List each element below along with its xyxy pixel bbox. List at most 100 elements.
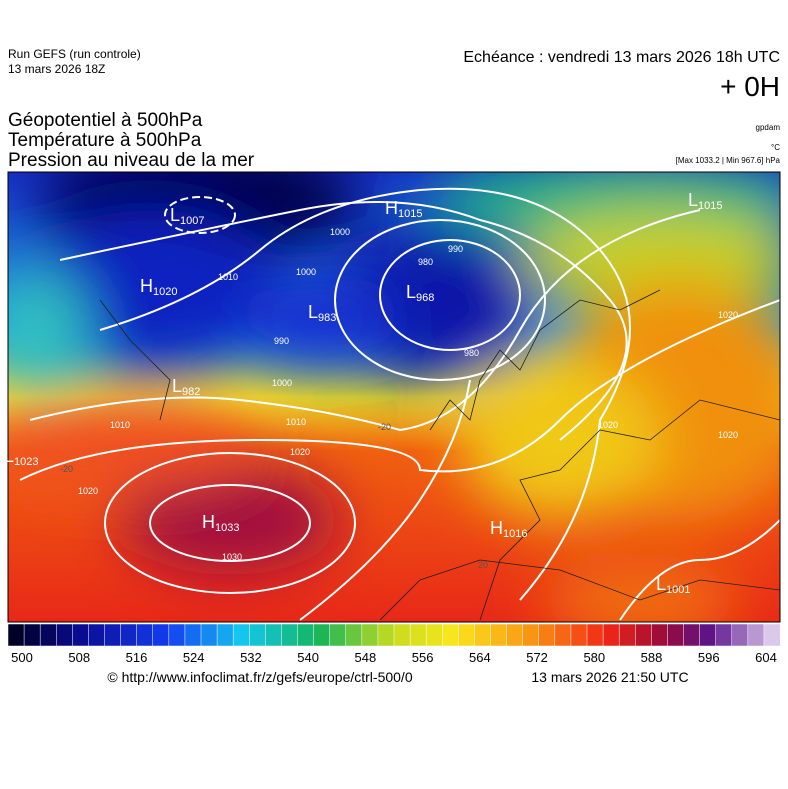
colorbar-swatch	[232, 623, 250, 647]
center-value: 1015	[398, 208, 422, 220]
isobar-label: 1020	[718, 430, 738, 440]
generated-time: 13 mars 2026 21:50 UTC	[531, 669, 688, 685]
isobar-label: 990	[274, 336, 289, 346]
center-value: 1016	[503, 528, 527, 540]
isobar-label: 1000	[296, 267, 316, 277]
source-link: © http://www.infoclimat.fr/z/gefs/europe…	[107, 669, 412, 685]
center-type: L	[406, 282, 416, 302]
center-value: 1023	[14, 456, 38, 468]
pressure-center: H1015	[385, 198, 422, 220]
colorbar-swatch	[731, 623, 749, 647]
isobar-label: 980	[418, 257, 433, 267]
center-value: 1020	[153, 286, 177, 298]
center-type: L	[4, 446, 14, 466]
center-type: L	[656, 574, 666, 594]
field-title: Géopotentiel à 500hPa	[8, 110, 203, 131]
isobar-label: 1020	[290, 447, 310, 457]
colorbar-label: 604	[755, 650, 777, 665]
center-value: 1015	[698, 200, 722, 212]
colorbar-swatch	[490, 623, 508, 647]
center-value: 982	[182, 386, 200, 398]
colorbar-swatch	[200, 623, 218, 647]
isobar-label: 1020	[78, 486, 98, 496]
colorbar-label: 548	[355, 650, 377, 665]
colorbar-label: 572	[526, 650, 548, 665]
pressure-center: H1016	[490, 518, 527, 540]
colorbar-label: 516	[126, 650, 148, 665]
center-value: 1007	[180, 215, 204, 227]
colorbar-swatch	[88, 623, 106, 647]
colorbar-label: 508	[68, 650, 90, 665]
colorbar-swatch	[313, 623, 331, 647]
colorbar-swatch	[23, 623, 41, 647]
isobar-label: 1010	[218, 272, 238, 282]
center-type: H	[202, 512, 215, 532]
colorbar-label: 596	[698, 650, 720, 665]
colorbar-swatch	[72, 623, 89, 647]
colorbar-swatch	[361, 623, 379, 647]
colorbar-swatch	[7, 623, 25, 647]
colorbar-label: 540	[297, 650, 319, 665]
center-type: H	[385, 198, 398, 218]
isobar-label: 990	[448, 244, 463, 254]
isobar-label: 1000	[330, 227, 350, 237]
map-frame	[7, 171, 781, 623]
center-value: 968	[416, 292, 434, 304]
colorbar-swatch	[506, 623, 524, 647]
colorbar-swatch	[635, 623, 652, 647]
pressure-center: L968	[406, 282, 434, 304]
map-field	[8, 172, 780, 622]
echeance: Echéance : vendredi 13 mars 2026 18h UTC	[463, 49, 780, 66]
colorbar-swatch	[120, 623, 138, 647]
colorbar-swatch	[168, 623, 186, 647]
colorbar-label: 588	[641, 650, 663, 665]
isobar-label: 1030	[222, 552, 242, 562]
pressure-center: L1007	[170, 205, 205, 227]
colorbar-swatch	[39, 623, 57, 647]
colorbar-swatch	[474, 623, 492, 647]
colorbar-swatch	[570, 623, 588, 647]
pressure-centers: L1007 H1015 L1015 H1020 L983 L968 L982 L…	[4, 190, 723, 596]
colorbar-swatch	[297, 623, 315, 647]
colorbar-swatch	[329, 623, 347, 647]
colorbar-swatch	[249, 623, 266, 647]
colorbar-swatch	[458, 623, 475, 647]
pressure-center: H1020	[140, 276, 177, 298]
pressure-center: H1033	[202, 512, 239, 534]
pressure-center: L1023	[4, 446, 39, 468]
colorbar-swatch	[281, 623, 299, 647]
isotherm-label: -20	[60, 464, 73, 474]
colorbar-swatch	[345, 623, 363, 647]
isotherm-label: 20	[478, 560, 488, 570]
isobar-label: 1010	[286, 417, 306, 427]
field-title: Pression au niveau de la mer	[8, 150, 255, 171]
lead-time: + 0H	[720, 71, 780, 102]
center-type: L	[308, 302, 318, 322]
center-value: 983	[318, 312, 336, 324]
colorbar-swatch	[409, 623, 427, 647]
colorbar-swatch	[715, 623, 733, 647]
colorbar-label: 532	[240, 650, 262, 665]
isobar-label: 1020	[718, 310, 738, 320]
colorbar-swatch	[538, 623, 556, 647]
colorbar-swatch	[184, 623, 202, 647]
center-type: L	[688, 190, 698, 210]
colorbar-swatch	[425, 623, 443, 647]
run-name: Run GEFS (run controle)	[8, 47, 141, 61]
isobar-label: 980	[464, 348, 479, 358]
pressure-center: L983	[308, 302, 336, 324]
colorbar-swatch	[763, 623, 781, 647]
colorbar-swatch	[602, 623, 620, 647]
colorbar-swatch	[618, 623, 636, 647]
colorbar-swatch	[747, 623, 765, 647]
colorbar-label: 524	[183, 650, 205, 665]
center-type: L	[170, 205, 180, 225]
pressure-center: L1015	[688, 190, 723, 212]
center-value: 1001	[666, 584, 690, 596]
center-type: H	[140, 276, 153, 296]
colorbar-swatch	[393, 623, 411, 647]
isobar-labels: 1010 1000 1000 990 980 990 980 1000 1010…	[60, 227, 738, 570]
unit-label: °C	[771, 143, 780, 152]
